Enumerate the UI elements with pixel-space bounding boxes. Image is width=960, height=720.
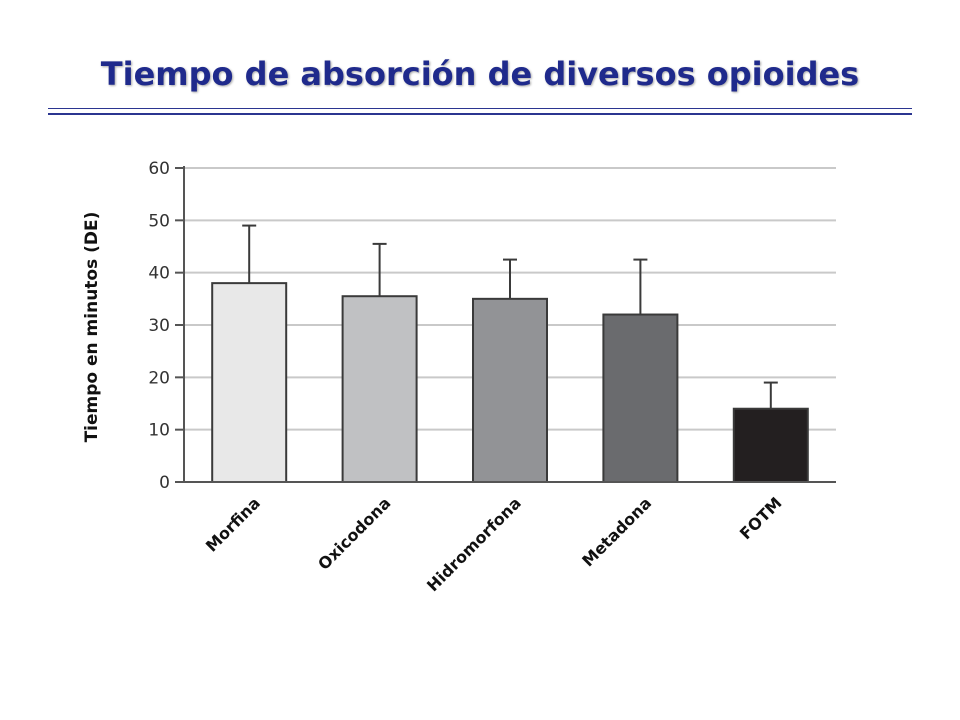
y-tick-label: 0: [159, 473, 170, 493]
bar: [472, 297, 548, 484]
bar: [602, 313, 679, 483]
x-tick-label: Morfina: [202, 493, 264, 555]
x-tick-label: Metadona: [578, 493, 655, 570]
error-bars: [242, 224, 778, 409]
x-tick-label: FOTM: [736, 493, 786, 543]
bar: [211, 282, 288, 483]
y-tick-label: 30: [148, 316, 170, 336]
x-tick-label: Hidromorfona: [423, 493, 525, 595]
y-tick-label: 20: [148, 368, 170, 388]
axes: [175, 166, 836, 483]
title-divider: [48, 108, 912, 115]
x-tick-labels: Morfina Oxicodona Hidromorfona Metadona FOTM: [202, 493, 786, 595]
y-tick-label: 40: [148, 264, 170, 284]
y-tick-label: 10: [148, 421, 170, 441]
y-tick-label: 60: [148, 159, 170, 179]
slide-title: Tiempo de absorción de diversos opioides: [100, 55, 860, 93]
bar: [732, 407, 809, 484]
y-axis-label: Tiempo en minutos (DE): [82, 212, 102, 443]
y-tick-labels: 0 10 20 30 40 50 60: [148, 159, 170, 493]
bars: [211, 282, 809, 484]
y-tick-label: 50: [148, 211, 170, 231]
bar: [341, 295, 418, 484]
x-tick-label: Oxicodona: [314, 493, 394, 573]
